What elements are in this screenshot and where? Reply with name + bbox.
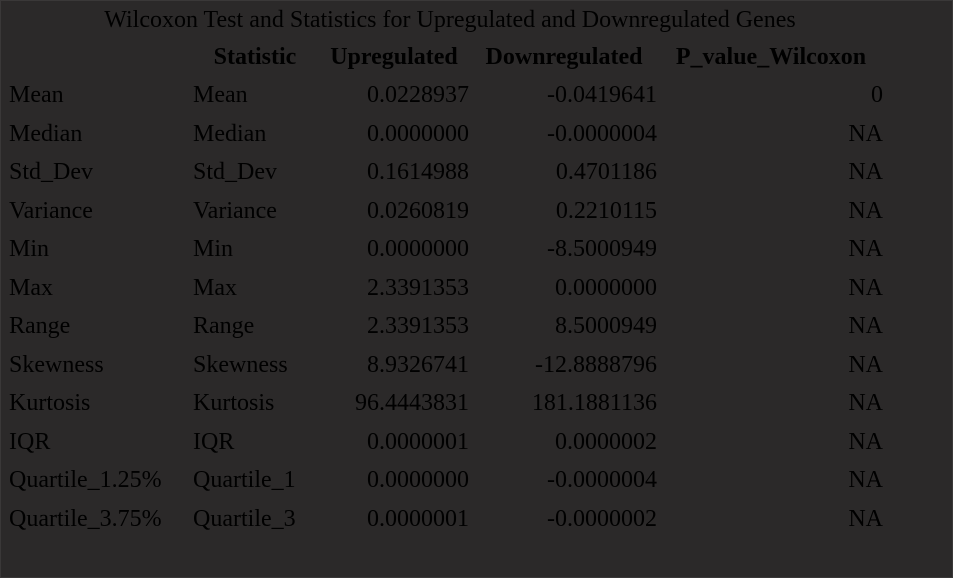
- statistic-cell: Max: [193, 274, 237, 301]
- row-name-cell: Std_Dev: [9, 159, 93, 185]
- statistic-cell: IQR: [193, 428, 235, 455]
- pvalue-cell: NA: [848, 390, 883, 416]
- row-name-cell: IQR: [9, 428, 51, 455]
- table-row: Max Max 2.3391353 0.0000000 NA: [8, 269, 884, 308]
- table-row: Skewness Skewness 8.9326741 -12.8888796 NA: [8, 346, 884, 385]
- upregulated-cell: 0.0228937: [367, 82, 469, 108]
- row-name-cell: Median: [9, 120, 83, 147]
- downregulated-cell: 0.0000002: [555, 428, 657, 455]
- table-body: Mean Mean 0.0228937 -0.0419641 0 Median Median…: [8, 76, 884, 538]
- downregulated-cell: 0.4701186: [555, 159, 657, 185]
- upregulated-cell: 0.0000001: [367, 428, 469, 455]
- pvalue-cell: NA: [848, 236, 883, 262]
- table-title: Wilcoxon Test and Statistics for Upregul…: [104, 7, 796, 33]
- pvalue-cell: NA: [848, 159, 883, 185]
- row-name-cell: Kurtosis: [9, 390, 91, 416]
- pvalue-cell: NA: [848, 120, 883, 147]
- header-pvalue: P_value_Wilcoxon: [675, 44, 867, 70]
- table-row: Median Median 0.0000000 -0.0000004 NA: [8, 115, 884, 154]
- statistic-cell: Skewness: [193, 351, 288, 378]
- upregulated-cell: 8.9326741: [367, 351, 469, 378]
- downregulated-cell: -0.0000002: [547, 505, 657, 532]
- upregulated-cell: 0.1614988: [367, 159, 469, 185]
- downregulated-cell: -12.8888796: [535, 351, 657, 378]
- downregulated-cell: 0.0000000: [555, 274, 657, 301]
- downregulated-cell: -0.0000004: [547, 467, 657, 493]
- statistic-cell: Kurtosis: [193, 390, 275, 416]
- row-name-cell: Skewness: [9, 351, 104, 378]
- table-row: Std_Dev Std_Dev 0.1614988 0.4701186 NA: [8, 153, 884, 192]
- table-row: Variance Variance 0.0260819 0.2210115 NA: [8, 192, 884, 231]
- stats-table: Statistic Upregulated Downregulated P_va…: [8, 38, 884, 538]
- upregulated-cell: 2.3391353: [367, 313, 469, 339]
- statistic-cell: Median: [193, 120, 267, 147]
- table-row: Min Min 0.0000000 -8.5000949 NA: [8, 230, 884, 269]
- statistic-cell: Quartile_3: [193, 505, 296, 532]
- pvalue-cell: 0: [871, 82, 883, 108]
- row-name-cell: Max: [9, 274, 53, 301]
- downregulated-cell: 181.1881136: [531, 390, 657, 416]
- upregulated-cell: 0.0000000: [367, 236, 469, 262]
- upregulated-cell: 0.0000000: [367, 467, 469, 493]
- table-header-row: Statistic Upregulated Downregulated P_va…: [8, 38, 884, 76]
- statistic-cell: Quartile_1: [193, 467, 296, 493]
- table-row: Mean Mean 0.0228937 -0.0419641 0: [8, 76, 884, 115]
- upregulated-cell: 0.0260819: [367, 197, 469, 224]
- row-name-cell: Quartile_3.75%: [9, 505, 162, 532]
- pvalue-cell: NA: [848, 313, 883, 339]
- downregulated-cell: -0.0000004: [547, 120, 657, 147]
- downregulated-cell: 8.5000949: [555, 313, 657, 339]
- pvalue-cell: NA: [848, 505, 883, 532]
- header-upregulated: Upregulated: [330, 44, 458, 70]
- upregulated-cell: 0.0000001: [367, 505, 469, 532]
- pvalue-cell: NA: [848, 428, 883, 455]
- table-row: Kurtosis Kurtosis 96.4443831 181.1881136 NA: [8, 384, 884, 423]
- statistic-cell: Range: [193, 313, 255, 339]
- statistic-cell: Std_Dev: [193, 159, 277, 185]
- header-rowname: [8, 38, 192, 76]
- downregulated-cell: 0.2210115: [555, 197, 657, 224]
- header-statistic: Statistic: [213, 44, 297, 70]
- pvalue-cell: NA: [848, 351, 883, 378]
- row-name-cell: Variance: [9, 197, 93, 224]
- upregulated-cell: 0.0000000: [367, 120, 469, 147]
- statistic-cell: Variance: [193, 197, 277, 224]
- table-row: Range Range 2.3391353 8.5000949 NA: [8, 307, 884, 346]
- table-row: Quartile_3.75% Quartile_3 0.0000001 -0.0000…: [8, 500, 884, 539]
- row-name-cell: Range: [9, 313, 71, 339]
- statistic-cell: Min: [193, 236, 234, 262]
- downregulated-cell: -0.0419641: [547, 82, 657, 108]
- downregulated-cell: -8.5000949: [547, 236, 657, 262]
- row-name-cell: Quartile_1.25%: [9, 467, 162, 493]
- row-name-cell: Mean: [9, 82, 64, 108]
- header-downregulated: Downregulated: [485, 44, 643, 70]
- pvalue-cell: NA: [848, 197, 883, 224]
- table-row: IQR IQR 0.0000001 0.0000002 NA: [8, 423, 884, 462]
- table-row: Quartile_1.25% Quartile_1 0.0000000 -0.0000…: [8, 461, 884, 500]
- row-name-cell: Min: [9, 236, 50, 262]
- pvalue-cell: NA: [848, 274, 883, 301]
- statistic-cell: Mean: [193, 82, 248, 108]
- pvalue-cell: NA: [848, 467, 883, 493]
- upregulated-cell: 2.3391353: [367, 274, 469, 301]
- upregulated-cell: 96.4443831: [355, 390, 469, 416]
